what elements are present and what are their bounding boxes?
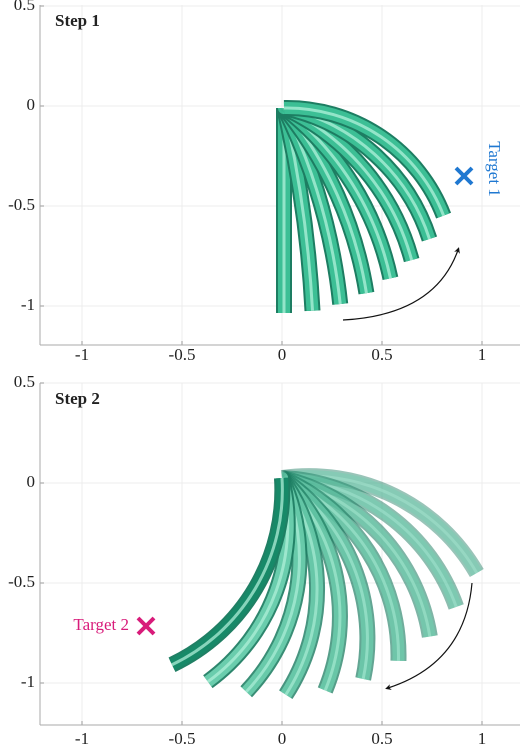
page: -1 -0.5 0 0.5 1 -1 -0.5 0 0.5 Step 1 Target 1 -1 -0.…	[0, 0, 521, 755]
x-tick-label: -0.5	[169, 345, 196, 364]
x-tick-label: 1	[478, 729, 487, 748]
y-tick-label: 0.5	[14, 0, 35, 14]
x-tick-label: 0.5	[371, 345, 392, 364]
target-marker	[456, 168, 472, 184]
y-tick-label: 0	[27, 472, 36, 491]
target-marker	[138, 618, 154, 634]
x-tick-label: -1	[75, 729, 89, 748]
y-tick-label: 0.5	[14, 372, 35, 391]
panel-title: Step 1	[55, 11, 100, 30]
panel-title: Step 2	[55, 389, 100, 408]
target-label: Target 2	[73, 615, 129, 634]
x-tick-label: -0.5	[169, 729, 196, 748]
x-tick-label: 1	[478, 345, 487, 364]
x-tick-label: 0	[278, 729, 287, 748]
figure: -1 -0.5 0 0.5 1 -1 -0.5 0 0.5 Step 1 Target 1 -1 -0.…	[0, 0, 521, 750]
y-tick-label: 0	[27, 95, 36, 114]
y-tick-label: -1	[21, 672, 35, 691]
x-tick-label: 0.5	[371, 729, 392, 748]
y-tick-label: -0.5	[8, 572, 35, 591]
x-tick-label: -1	[75, 345, 89, 364]
y-tick-label: -1	[21, 295, 35, 314]
target-label: Target 1	[485, 141, 504, 197]
y-tick-label: -0.5	[8, 195, 35, 214]
x-tick-label: 0	[278, 345, 287, 364]
